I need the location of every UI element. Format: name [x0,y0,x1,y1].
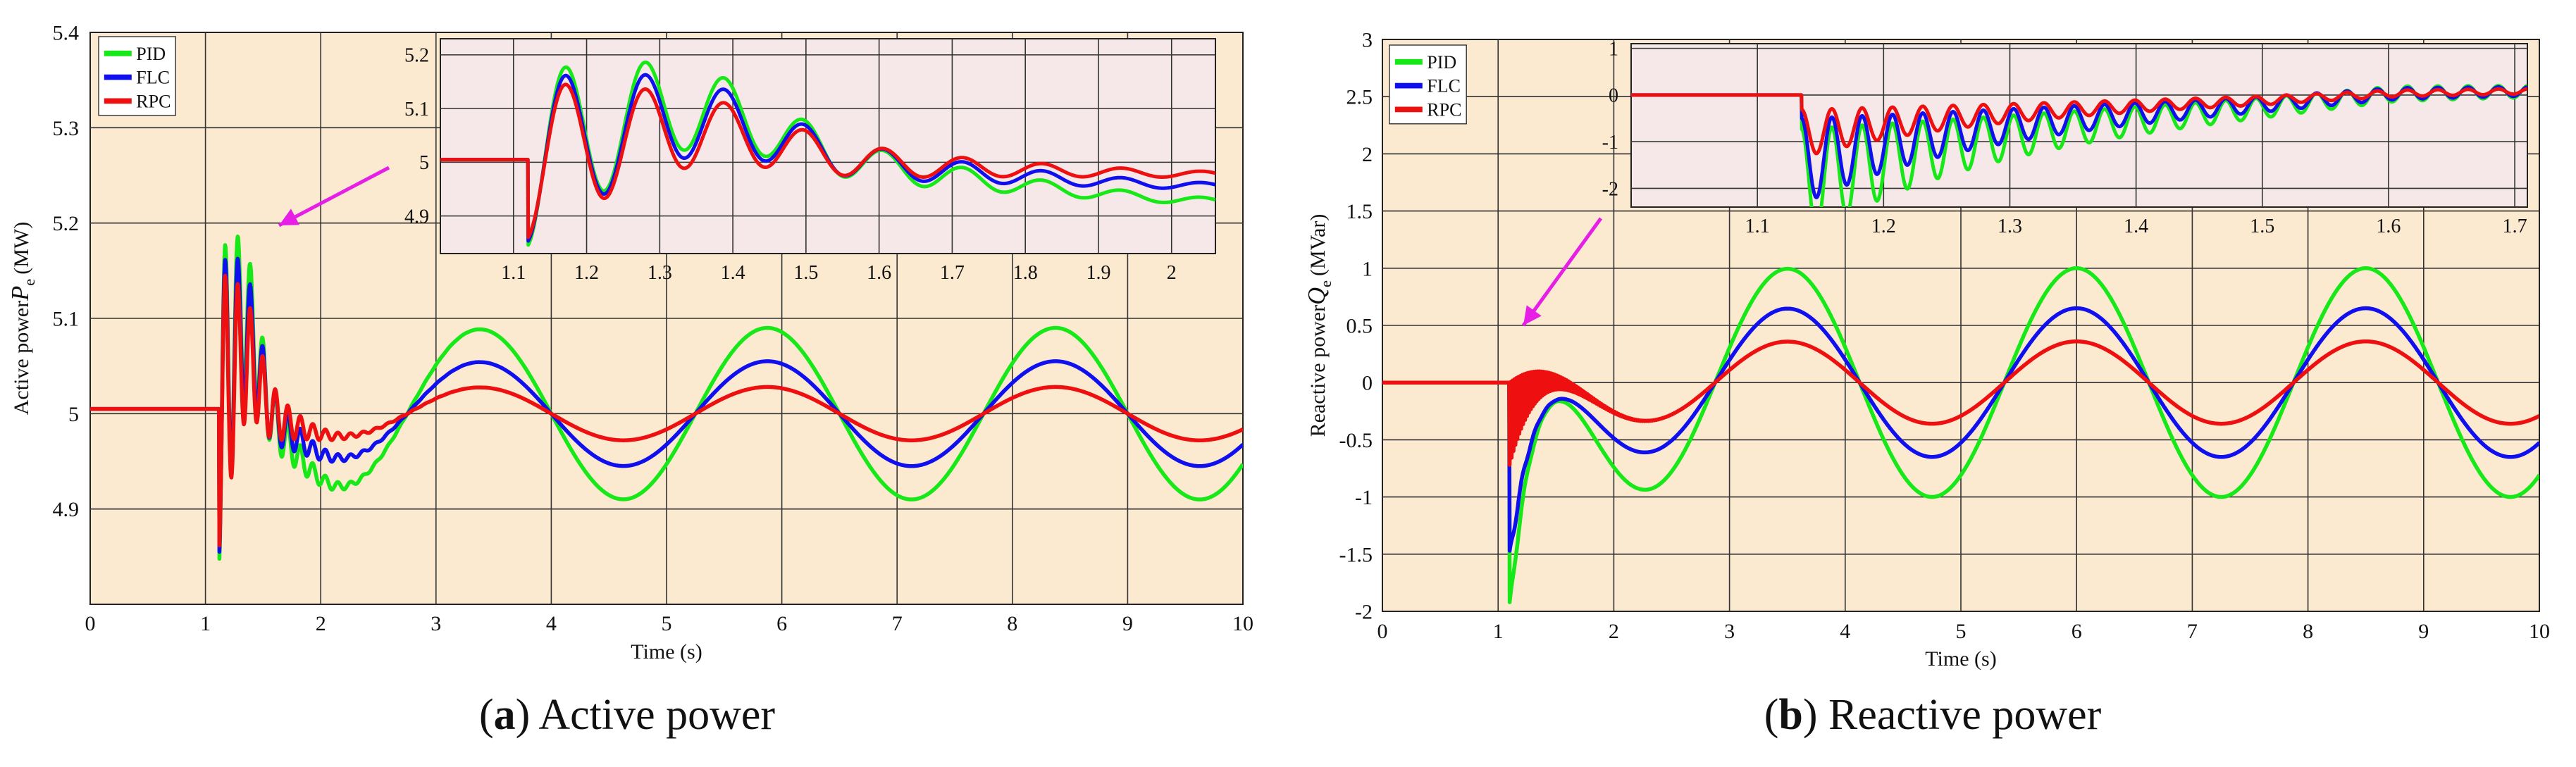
b-main-x-tick-label: 4 [1840,620,1850,643]
a-main-x-tick-label: 0 [85,612,96,635]
a-inset-y-tick-label: 4.9 [404,206,429,227]
b-y-axis-label: Reactive powerQe(MVar) [1304,214,1335,437]
a-inset-y-tick-label: 5 [419,152,429,174]
a-inset-x-tick-label: 1.6 [867,262,891,284]
panel-b-reactive-power: 0 1 2 3 4 5 6 7 8 9 10-2-1.5-1-0.500.511.522.53Tim… [1304,29,2550,671]
b-main-y-tick-label: 2.5 [1346,86,1373,109]
b-inset-y-tick-label: -2 [1602,178,1618,200]
b-inset-x-tick-label: 1.3 [1998,216,2022,237]
a-inset-plot-area [440,38,1216,254]
a-inset-x-tick-label: 1.7 [940,262,965,284]
a-main-x-tick-label: 2 [316,612,326,635]
a-main-x-tick-label: 5 [662,612,672,635]
b-main-legend-label-pid: PID [1427,52,1456,73]
a-y-axis-label: Active powerPe(MW) [7,222,38,416]
b-zoom-arrow-head [1523,305,1542,325]
b-inset-y-tick-label: 0 [1609,85,1618,107]
a-main-series-rpc-line [90,273,1243,548]
b-inset-x-tick-label: 1.1 [1745,216,1770,237]
b-main-x-tick-label: 2 [1609,620,1619,643]
b-main-x-tick-label: 0 [1377,620,1388,643]
b-main-series-rpc-line [1382,339,2539,467]
b-x-axis-label: Time (s) [1925,647,1996,671]
a-main-y-tick-label: 4.9 [53,498,80,521]
b-main-legend-label-rpc: RPC [1427,99,1461,120]
a-main-y-tick-label: 5.4 [53,22,80,45]
a-inset-y-tick-label: 5.1 [404,99,429,120]
a-inset-x-tick-label: 1.4 [721,262,745,284]
a-inset-x-tick-label: 1.9 [1086,262,1110,284]
b-main-x-tick-label: 8 [2303,620,2313,643]
b-main-x-tick-label: 6 [2072,620,2082,643]
b-inset-x-tick-label: 1.6 [2376,216,2401,237]
b-main-y-tick-label: 2 [1362,143,1373,166]
a-inset-x-tick-label: 2 [1167,262,1177,284]
b-main-x-tick-label: 10 [2529,620,2550,643]
a-zoom-arrow-head [279,208,300,225]
a-inset-series-rpc-line [440,82,1215,239]
a-inset-x-tick-label: 1.8 [1013,262,1038,284]
a-main-series-flc-line [90,256,1243,554]
a-main-legend-label-pid: PID [136,44,166,64]
b-zoom-arrow [1521,217,1603,327]
panel-a-active-power: 0 1 2 3 4 5 6 7 8 9 10 4.9 5 5.1 5.2 5.3 5.4 Time (s) Acti… [7,22,1253,664]
b-main-y-tick-label: -0.5 [1339,429,1373,452]
b-main-legend-label-flc: FLC [1427,76,1461,96]
b-inset-x-tick-label: 1.2 [1871,216,1896,237]
a-main-y-tick-label: 5 [68,403,79,426]
b-inset-x-tick-label: 1.7 [2503,216,2527,237]
b-main-x-tick-label: 7 [2187,620,2198,643]
a-main-series-pid-line [90,235,1243,561]
a-main-x-tick-label: 8 [1007,612,1017,635]
a-main-x-tick-label: 7 [892,612,903,635]
a-inset-x-tick-label: 1.1 [501,262,526,284]
a-inset-x-tick-label: 1.5 [793,262,818,284]
b-inset-y-tick-label: 1 [1609,38,1618,60]
b-main-y-tick-label: 1.5 [1346,200,1373,223]
a-main-x-tick-label: 6 [776,612,787,635]
b-main-x-tick-label: 3 [1724,620,1735,643]
b-main-y-tick-label: -2 [1355,601,1373,624]
b-main-y-tick-label: -1.5 [1339,543,1373,566]
b-main-y-tick-label: 1 [1362,257,1373,280]
b-main-x-tick-label: 1 [1493,620,1504,643]
b-inset-y-tick-label: -1 [1602,132,1618,154]
caption-a: (a) Active power [478,691,776,739]
a-main-x-tick-label: 3 [431,612,441,635]
b-inset-x-tick-label: 1.4 [2124,216,2148,237]
a-main-x-tick-label: 9 [1122,612,1133,635]
a-zoom-arrow [278,166,390,227]
b-main-x-tick-label: 9 [2418,620,2429,643]
a-inset-x-tick-label: 1.2 [574,262,599,284]
b-main-y-tick-label: -1 [1355,486,1373,509]
a-main-y-tick-label: 5.1 [53,308,80,331]
b-main-series-pid-line [1382,266,2539,604]
a-main-x-tick-label: 10 [1232,612,1253,635]
caption-b: (b) Reactive power [1764,691,2102,739]
a-main-y-tick-label: 5.3 [53,117,80,140]
a-inset-y-tick-label: 5.2 [404,45,429,67]
b-inset-plot-area [1630,43,2528,208]
a-main-x-tick-label: 1 [200,612,211,635]
b-main-x-tick-label: 5 [1956,620,1967,643]
a-inset-x-tick-label: 1.3 [648,262,672,284]
b-main-y-tick-label: 0 [1362,372,1373,395]
b-inset-series-rpc-line [1631,87,2527,156]
a-main-legend-label-rpc: RPC [136,91,171,111]
a-main-y-tick-label: 5.2 [53,212,80,235]
b-main-series-flc-line [1382,306,2539,553]
b-main-y-tick-label: 3 [1362,29,1373,52]
a-x-axis-label: Time (s) [631,640,702,663]
a-main-x-tick-label: 4 [546,612,557,635]
b-inset-x-tick-label: 1.5 [2250,216,2274,237]
a-main-legend-label-flc: FLC [136,68,170,88]
b-main-y-tick-label: 0.5 [1346,315,1373,338]
